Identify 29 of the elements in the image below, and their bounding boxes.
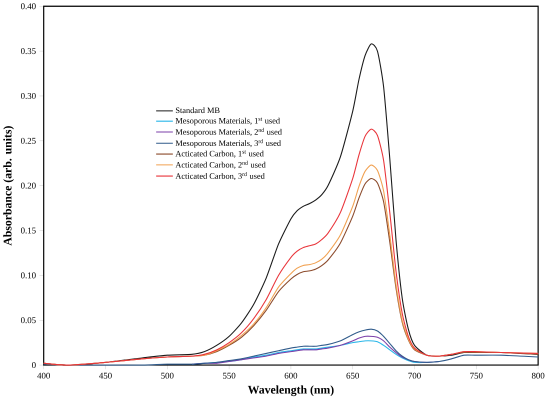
legend-label: Acticated Carbon, 2$^{nd}$ used [175,160,266,169]
x-tick-label: 750 [470,372,483,378]
y-tick-label: 0.20 [20,182,36,188]
y-tick-label: 0.15 [20,227,36,234]
y-axis-title: Absorbance (arb. units) [3,126,14,246]
legend-label: Standard MB [176,107,220,113]
legend-label: Acticated Carbon, 1$^{st}$ used [175,150,264,158]
legend-label: Mesoporous Materials, 1$^{st}$ used [176,117,280,126]
legend-label: Mesoporous Materials, 3$^{rd}$ used [176,138,281,148]
x-tick-label: 550 [223,372,236,378]
line-series [43,128,539,366]
y-tick-label: 0.05 [20,317,36,324]
legend-label: Mesoporous Materials, 2$^{nd}$ used [176,128,282,136]
y-tick-label: 0.40 [20,3,36,10]
y-tick-label: 0.25 [20,138,36,144]
y-tick-label: 0 [32,362,36,368]
y-tick-label: 0.35 [20,48,36,54]
line-series [43,328,539,366]
x-tick-label: 450 [99,372,112,378]
x-tick-label: 800 [532,372,544,378]
x-tick-label: 600 [284,372,298,378]
x-tick-label: 400 [37,372,50,378]
x-axis-title: Wavelength (nm) [248,385,334,396]
legend-label: Acticated Carbon, 3$^{rd}$ used [175,172,265,180]
y-tick-label: 0.10 [20,272,36,278]
x-tick-label: 650 [346,372,359,378]
x-tick-label: 500 [161,372,174,378]
y-tick-label: 0.30 [20,92,36,99]
x-tick-label: 700 [408,372,421,378]
